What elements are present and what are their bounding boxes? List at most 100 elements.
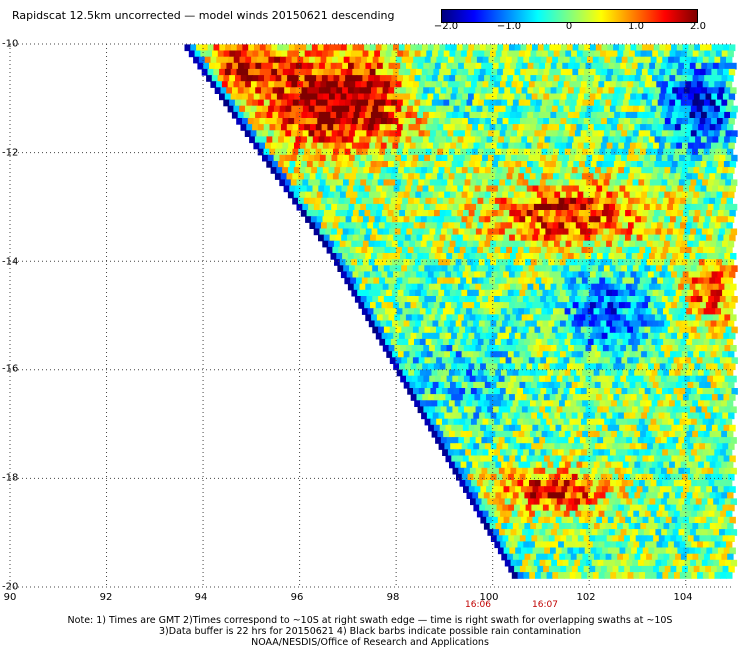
swath-cell [456, 44, 464, 52]
swath-cell [342, 203, 350, 211]
swath-cell [507, 50, 514, 58]
swath-cell [670, 320, 677, 328]
swath-cell [708, 449, 715, 456]
swath-cell [718, 62, 726, 70]
swath-cell [237, 87, 245, 94]
swath-cell [367, 222, 374, 229]
swath-cell [493, 154, 501, 162]
swath-cell [680, 400, 687, 407]
swath-cell [391, 99, 398, 107]
swath-cell [556, 345, 563, 352]
swath-cell [694, 332, 701, 340]
swath-cell [514, 93, 521, 101]
swath-cell [607, 363, 614, 371]
swath-cell [322, 191, 329, 199]
swath-cell [453, 105, 460, 113]
swath-cell [642, 44, 649, 52]
swath-cell [544, 111, 552, 119]
swath-cell [495, 124, 502, 131]
swath-cell [679, 449, 686, 456]
swath-cell [602, 87, 610, 94]
swath-cell [563, 179, 570, 187]
swath-cell [389, 296, 396, 303]
swath-cell [510, 253, 517, 260]
swath-cell [388, 283, 395, 291]
swath-cell [565, 289, 573, 297]
swath-cell [265, 93, 272, 101]
swath-cell [438, 142, 446, 150]
swath-cell [541, 277, 548, 285]
swath-cell [382, 314, 390, 322]
swath-cell [680, 197, 687, 205]
swath-cell [510, 283, 517, 291]
swath-cell [705, 93, 712, 101]
swath-cell [551, 130, 559, 137]
swath-cell [210, 56, 217, 64]
swath-cell [453, 449, 460, 456]
swath-cell [331, 130, 339, 137]
swath-cell [333, 148, 340, 156]
swath-cell [507, 351, 515, 358]
swath-cell [467, 320, 474, 328]
swath-cell [570, 222, 577, 229]
swath-cell [667, 326, 675, 334]
swath-cell [621, 449, 628, 456]
swath-cell [517, 418, 524, 426]
swath-cell [461, 142, 469, 150]
swath-cell [386, 240, 393, 248]
swath-cell [488, 222, 496, 229]
swath-cell [636, 93, 643, 101]
swath-cell [446, 283, 453, 291]
swath-cell [639, 197, 647, 205]
swath-cell [496, 381, 503, 389]
swath-cell [613, 68, 620, 76]
swath-cell [677, 136, 685, 144]
swath-cell [531, 216, 538, 223]
swath-cell [608, 314, 615, 322]
swath-cell [505, 326, 512, 334]
swath-cell [497, 234, 504, 242]
swath-cell [652, 381, 660, 389]
swath-cell [469, 345, 477, 352]
swath-cell [446, 87, 453, 94]
swath-cell [424, 105, 431, 113]
swath-cell [516, 375, 523, 383]
swath-cell [344, 124, 352, 131]
swath-cell [423, 62, 430, 70]
swath-cell [517, 105, 524, 113]
swath-cell [371, 283, 378, 291]
swath-cell [572, 424, 580, 432]
swath-cell [709, 400, 716, 407]
swath-cell [582, 99, 589, 107]
swath-cell [301, 136, 308, 144]
swath-cell [548, 289, 555, 297]
swath-cell [288, 142, 295, 150]
swath-cell [258, 50, 265, 58]
swath-cell [362, 75, 369, 82]
swath-cell [665, 302, 672, 309]
swath-cell [578, 271, 585, 279]
swath-cell [724, 345, 731, 352]
swath-cell [708, 388, 715, 395]
swath-cell [717, 210, 725, 217]
swath-cell [665, 185, 673, 193]
swath-cell [417, 62, 424, 70]
swath-cell [472, 99, 479, 107]
swath-cell [468, 302, 475, 309]
swath-cell [652, 443, 660, 450]
swath-cell [407, 222, 415, 229]
swath-cell [721, 99, 728, 107]
swath-cell [503, 424, 510, 432]
swath-cell [504, 62, 511, 70]
swath-cell [663, 75, 670, 82]
swath-cell [326, 105, 333, 113]
swath-cell [687, 167, 695, 174]
swath-cell [407, 105, 414, 113]
swath-cell [687, 191, 694, 199]
swath-cell [351, 259, 358, 266]
swath-cell [683, 314, 691, 322]
swath-cell [672, 111, 679, 119]
swath-cell [696, 418, 704, 426]
swath-cell [599, 124, 606, 131]
swath-cell [376, 314, 384, 322]
